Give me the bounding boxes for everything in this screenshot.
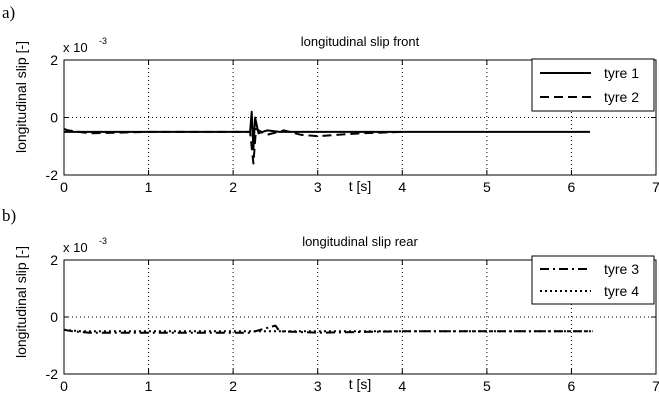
panel-a-ylabel: longitudinal slip [-] <box>13 41 29 153</box>
panel-b: b) longitudinal slip rear x 10 -3 longit… <box>2 206 659 394</box>
panel-b-ytick-label-0: 0 <box>50 309 58 325</box>
panel-a-ticks: 0 1 2 3 4 5 6 720-2 <box>46 52 659 195</box>
panel-b-xtick-label-4: 4 <box>398 378 406 394</box>
panel-b-series <box>63 324 593 334</box>
series-line-tyre-3 <box>63 324 593 334</box>
panel-b-legend: tyre 3 tyre 4 <box>531 255 655 305</box>
panel-a-ytick-label-0: 0 <box>50 110 58 126</box>
panel-b-ticks: 0 1 2 3 4 5 6 720-2 <box>46 252 659 394</box>
panel-b-exponent-power: -3 <box>99 236 107 246</box>
series-line-tyre-4 <box>63 328 593 333</box>
series-line-tyre-1 <box>64 110 590 151</box>
panel-b-xlabel: t [s] <box>349 376 372 392</box>
panel-a-xtick-label-7: 7 <box>652 179 659 195</box>
panel-b-exponent-base: x 10 <box>63 240 88 255</box>
panel-a-label: a) <box>2 3 15 22</box>
legend-label-tyre-2: tyre 2 <box>604 89 639 105</box>
panel-a-xtick-label-0: 0 <box>60 179 68 195</box>
panel-a-title: longitudinal slip front <box>301 34 420 49</box>
panel-b-ytick-label--2: -2 <box>46 366 59 382</box>
panel-a-xlabel: t [s] <box>349 178 372 194</box>
panel-b-xtick-label-3: 3 <box>314 378 322 394</box>
panel-a-series <box>63 110 590 165</box>
panel-b-xtick-label-2: 2 <box>229 378 237 394</box>
panel-b-xtick-label-7: 7 <box>652 378 659 394</box>
panel-a-xtick-label-6: 6 <box>568 179 576 195</box>
series-line-tyre-2 <box>63 128 403 165</box>
panel-b-legend-box <box>531 255 655 305</box>
panel-b-label: b) <box>2 206 16 225</box>
panel-a: a) longitudinal slip front x 10 -3 longi… <box>2 3 659 195</box>
panel-b-xtick-label-5: 5 <box>483 378 491 394</box>
panel-b-ytick-label-2: 2 <box>50 252 58 268</box>
panel-a-exponent-power: -3 <box>99 36 107 46</box>
legend-label-tyre-4: tyre 4 <box>604 283 639 299</box>
panel-a-xtick-label-2: 2 <box>229 179 237 195</box>
panel-a-ytick-label--2: -2 <box>46 167 59 183</box>
panel-b-xtick-label-0: 0 <box>60 378 68 394</box>
panel-b-grid <box>64 260 656 374</box>
panel-a-xtick-label-3: 3 <box>314 179 322 195</box>
legend-label-tyre-3: tyre 3 <box>604 261 639 277</box>
panel-b-title: longitudinal slip rear <box>302 234 418 249</box>
panel-a-grid <box>64 60 656 175</box>
panel-a-xtick-label-4: 4 <box>398 179 406 195</box>
panel-a-legend-box <box>531 58 655 112</box>
panel-a-xtick-label-1: 1 <box>145 179 153 195</box>
panel-a-ytick-label-2: 2 <box>50 52 58 68</box>
panel-a-exponent-base: x 10 <box>63 40 88 55</box>
legend-label-tyre-1: tyre 1 <box>604 65 639 81</box>
panel-a-legend: tyre 1 tyre 2 <box>531 58 655 112</box>
panel-b-xtick-label-1: 1 <box>145 378 153 394</box>
panel-a-xtick-label-5: 5 <box>483 179 491 195</box>
panel-b-ylabel: longitudinal slip [-] <box>13 246 29 358</box>
panel-b-xtick-label-6: 6 <box>568 378 576 394</box>
